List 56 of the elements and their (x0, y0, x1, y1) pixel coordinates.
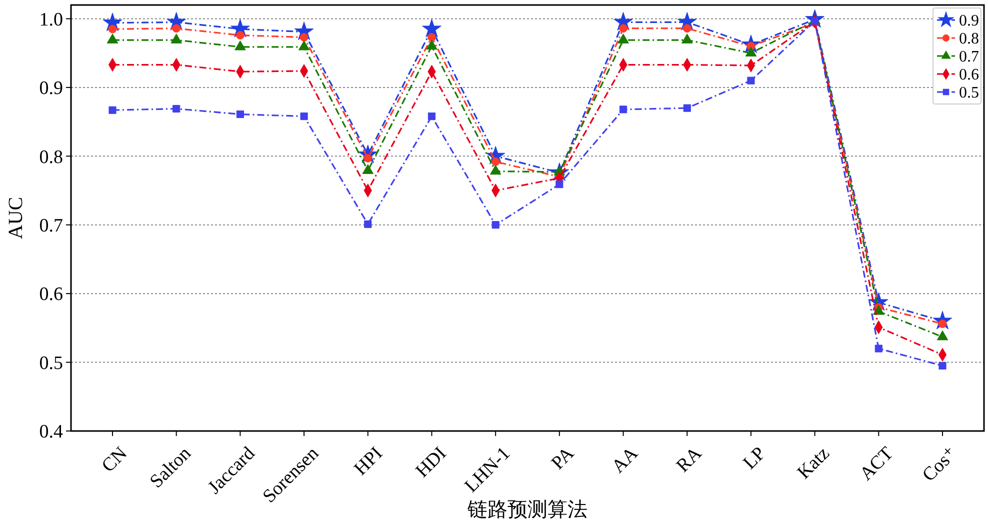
point (106, 34, 118, 44)
y-tick-label: 0.7 (39, 216, 63, 237)
point (234, 40, 246, 50)
x-tick-label: PA (548, 442, 579, 474)
point (108, 24, 117, 34)
y-tick-label: 1.0 (39, 9, 63, 30)
x-tick-label: CN (98, 442, 132, 477)
point (427, 33, 436, 42)
x-tick-label: HPI (350, 443, 387, 480)
point (619, 106, 628, 114)
point (300, 112, 308, 120)
point (426, 40, 438, 50)
y-tick-label: 0.9 (39, 78, 63, 100)
x-tick-label: Katz (794, 443, 834, 484)
point (108, 106, 116, 114)
point (170, 34, 182, 44)
y-axis-title: AUC (5, 196, 27, 240)
x-tick-label: RA (672, 442, 706, 477)
point (236, 110, 244, 118)
point (747, 76, 755, 84)
point (298, 40, 310, 50)
point (422, 18, 442, 38)
point (490, 164, 502, 175)
y-tick-label: 0.5 (39, 352, 63, 374)
x-axis-title: 链路预测算法 (466, 499, 588, 521)
y-tick-label: 0.4 (39, 422, 64, 443)
point (172, 24, 181, 33)
point (618, 34, 629, 44)
point (745, 46, 757, 56)
point (492, 221, 500, 229)
point (428, 112, 436, 120)
x-tick-label: Cos⁺ (918, 443, 962, 486)
point (681, 34, 693, 44)
point (683, 104, 691, 112)
legend-label: 0.7 (959, 48, 979, 66)
point (938, 362, 946, 370)
y-tick-label: 0.8 (39, 146, 63, 168)
point (364, 220, 372, 228)
legend-label: 0.6 (959, 66, 979, 84)
point (936, 330, 948, 340)
point (556, 180, 564, 188)
y-tick-label: 0.6 (39, 284, 63, 306)
point (682, 24, 692, 33)
point (172, 104, 180, 113)
x-tick-label: HDI (412, 443, 451, 482)
legend-label: 0.5 (959, 84, 979, 102)
point (491, 157, 500, 166)
point (874, 344, 882, 352)
legend-label: 0.9 (959, 12, 979, 30)
x-tick-label: LP (739, 443, 770, 474)
x-tick-label: AA (608, 442, 642, 478)
point (300, 33, 308, 42)
point (619, 24, 628, 33)
point (362, 164, 374, 174)
point (236, 31, 244, 40)
legend-label: 0.8 (959, 30, 979, 48)
